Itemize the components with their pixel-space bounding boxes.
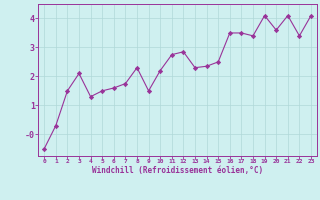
X-axis label: Windchill (Refroidissement éolien,°C): Windchill (Refroidissement éolien,°C) [92, 166, 263, 175]
